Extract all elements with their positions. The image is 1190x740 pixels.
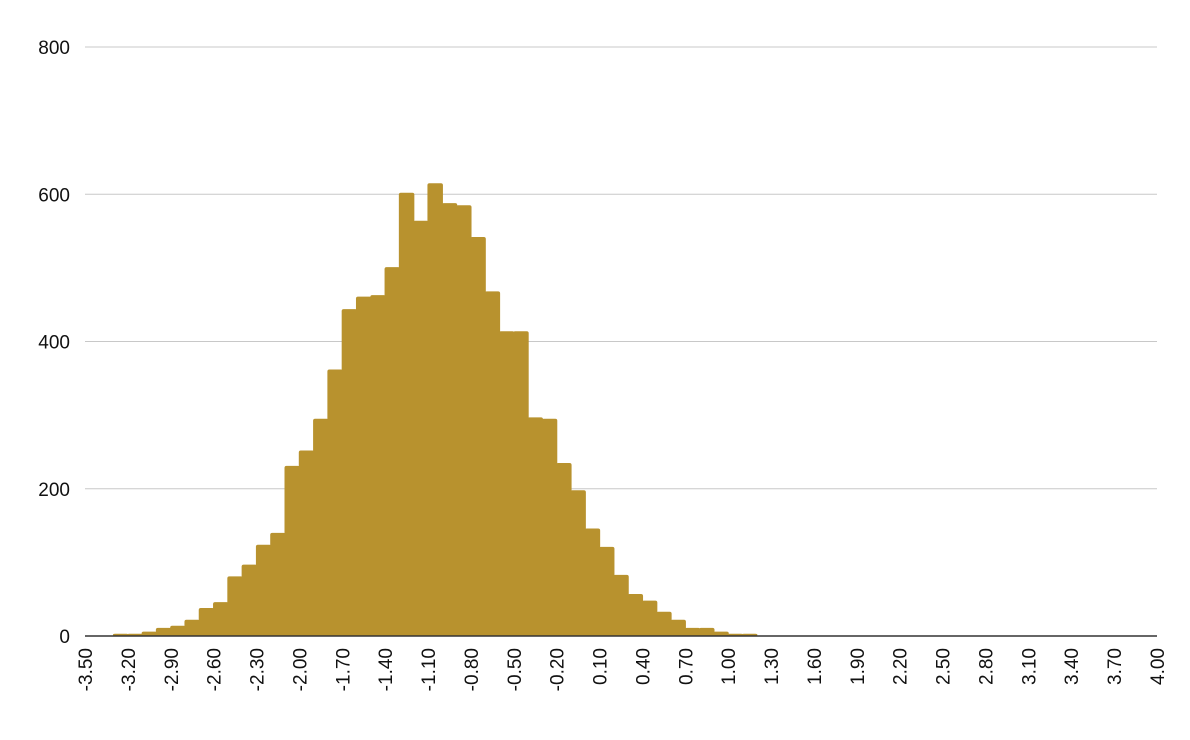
histogram-bar bbox=[227, 576, 243, 636]
histogram-bar bbox=[413, 220, 429, 636]
histogram-bar bbox=[513, 331, 529, 636]
x-tick-label: -3.20 bbox=[119, 648, 140, 691]
x-tick-label: 0.70 bbox=[676, 648, 697, 685]
x-tick-label: -1.70 bbox=[333, 648, 354, 691]
histogram-bar bbox=[327, 369, 343, 636]
histogram-bar bbox=[613, 574, 629, 636]
histogram-bar bbox=[699, 627, 715, 636]
histogram-bar bbox=[198, 608, 215, 636]
histogram-bar bbox=[641, 600, 658, 636]
histogram-bar bbox=[341, 309, 358, 636]
y-tick-label: 400 bbox=[38, 333, 70, 354]
histogram-bar bbox=[427, 183, 443, 637]
histogram-bar bbox=[598, 546, 615, 636]
x-tick-label: 4.00 bbox=[1148, 648, 1169, 685]
x-tick-label: 3.10 bbox=[1019, 648, 1040, 685]
histogram-bar bbox=[498, 331, 515, 636]
x-tick-label: 1.30 bbox=[762, 648, 783, 685]
histogram-bar bbox=[584, 528, 601, 636]
y-tick-label: 600 bbox=[38, 185, 70, 206]
histogram-bar bbox=[441, 203, 458, 636]
histogram-bar bbox=[270, 532, 286, 636]
x-tick-label: -0.50 bbox=[505, 648, 526, 691]
x-tick-label: -0.20 bbox=[548, 648, 569, 691]
x-tick-label: -2.00 bbox=[290, 648, 311, 691]
x-tick-label: 0.40 bbox=[633, 648, 654, 685]
y-tick-label: 0 bbox=[59, 627, 70, 648]
histogram-bar bbox=[170, 625, 186, 636]
histogram-bar bbox=[570, 490, 586, 636]
x-tick-label: -3.50 bbox=[76, 648, 97, 691]
x-tick-label: 0.10 bbox=[591, 648, 612, 685]
x-tick-label: -2.60 bbox=[205, 648, 226, 691]
histogram-bar bbox=[556, 462, 572, 636]
gridlines bbox=[85, 46, 1157, 490]
histogram-bar bbox=[241, 564, 258, 636]
x-tick-label: 3.70 bbox=[1105, 648, 1126, 685]
x-tick-label: 1.60 bbox=[805, 648, 826, 685]
histogram-bar bbox=[656, 611, 672, 636]
histogram-bar bbox=[670, 619, 686, 636]
x-tick-label: 1.00 bbox=[719, 648, 740, 685]
x-tick-labels: -3.50 -3.20 -2.90 -2.60 -2.30 -2.00 -1.70 -1.40… bbox=[76, 648, 1169, 691]
histogram-bar bbox=[527, 417, 543, 636]
histogram-bar bbox=[398, 192, 415, 636]
x-tick-label: -1.10 bbox=[419, 648, 440, 691]
histogram-bar bbox=[713, 631, 729, 636]
histogram-bar bbox=[284, 465, 301, 636]
histogram-bar bbox=[355, 296, 372, 636]
x-tick-label: 3.40 bbox=[1062, 648, 1083, 685]
histogram-bar bbox=[484, 291, 501, 636]
histogram-bar bbox=[213, 602, 229, 636]
histogram-bar bbox=[184, 619, 200, 636]
histogram-bar bbox=[298, 450, 315, 636]
x-tick-label: 2.50 bbox=[934, 648, 955, 685]
histogram-bar bbox=[541, 418, 558, 636]
histogram-bar bbox=[384, 267, 401, 636]
histogram-bar bbox=[255, 544, 272, 636]
histogram-bar bbox=[470, 236, 486, 636]
x-tick-label: -0.80 bbox=[462, 648, 483, 691]
y-tick-label: 800 bbox=[38, 38, 70, 59]
histogram-bar bbox=[370, 295, 386, 636]
x-tick-label: 2.80 bbox=[976, 648, 997, 685]
bars bbox=[112, 183, 758, 637]
y-tick-label: 200 bbox=[38, 480, 70, 501]
histogram-bar bbox=[456, 205, 472, 636]
histogram-bar bbox=[313, 418, 329, 636]
y-tick-labels: 0 200 400 600 800 bbox=[38, 38, 70, 648]
x-tick-label: -2.30 bbox=[248, 648, 269, 691]
x-tick-label: 1.90 bbox=[848, 648, 869, 685]
x-tick-label: -2.90 bbox=[162, 648, 183, 691]
x-tick-label: 2.20 bbox=[891, 648, 912, 685]
histogram-bar bbox=[155, 627, 172, 636]
x-tick-label: -1.40 bbox=[376, 648, 397, 691]
histogram-bar bbox=[141, 631, 158, 636]
histogram-bar bbox=[627, 594, 644, 636]
histogram-bar bbox=[684, 627, 701, 636]
